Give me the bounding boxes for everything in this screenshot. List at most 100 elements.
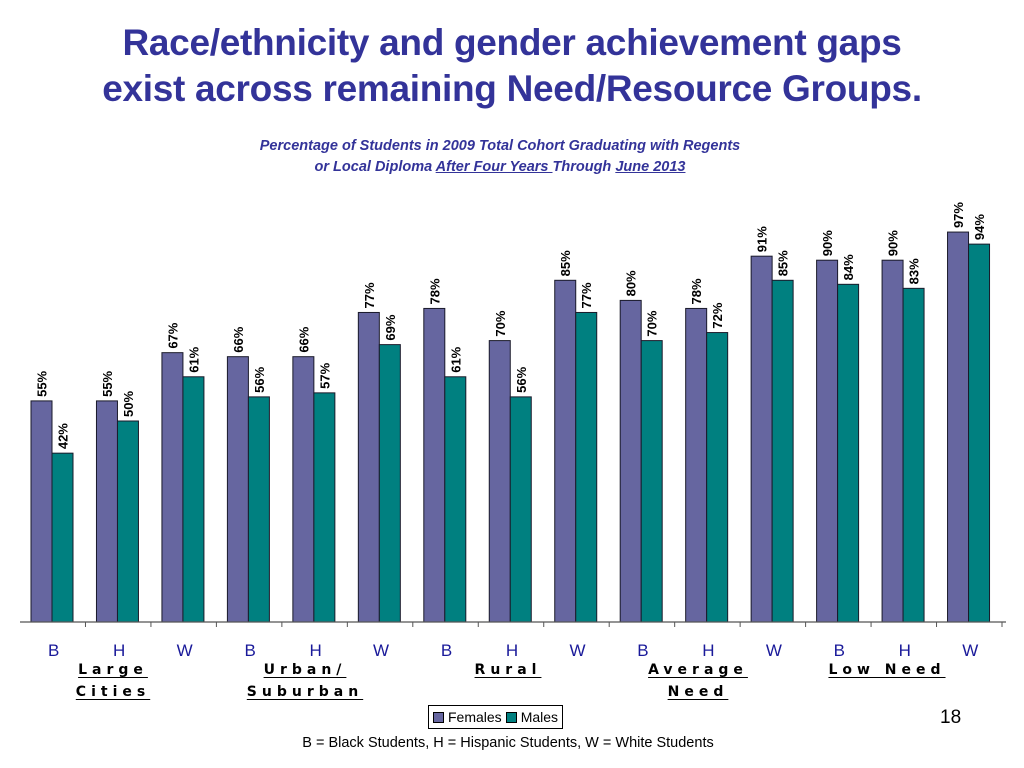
data-label-females: 70%	[493, 310, 508, 336]
group-label-line-1: Rural	[474, 662, 542, 678]
data-label-females: 90%	[886, 230, 901, 256]
group-label-line-1: Large	[78, 662, 148, 678]
subtitle-line-2: or Local Diploma After Four Years Throug…	[0, 157, 1000, 178]
data-label-males: 72%	[710, 302, 725, 328]
bar-females	[750, 255, 773, 623]
group-label-line-1: Average	[648, 662, 748, 678]
title-line-1: Race/ethnicity and gender achievement ga…	[122, 22, 902, 63]
bar-females	[357, 311, 380, 623]
data-label-males: 61%	[186, 346, 201, 372]
data-label-males: 83%	[907, 258, 922, 284]
data-label-males: 56%	[514, 366, 529, 392]
x-tick-label: H	[702, 641, 714, 660]
data-label-females: 67%	[165, 322, 180, 348]
x-tick-label: B	[637, 641, 648, 660]
bar-males	[51, 452, 74, 623]
x-tick-label: H	[113, 641, 125, 660]
footnote: B = Black Students, H = Hispanic Student…	[302, 735, 714, 751]
legend-label-females: Females	[448, 709, 502, 725]
bar-males	[771, 279, 794, 623]
data-label-females: 78%	[427, 278, 442, 304]
data-label-females: 78%	[689, 278, 704, 304]
data-label-males: 70%	[645, 310, 660, 336]
x-tick-label: B	[834, 641, 845, 660]
x-tick-label: B	[244, 641, 255, 660]
x-tick-label: B	[441, 641, 452, 660]
x-tick-label: W	[569, 641, 585, 660]
data-label-males: 77%	[579, 282, 594, 308]
data-label-males: 56%	[252, 366, 267, 392]
data-label-females: 80%	[624, 270, 639, 296]
bar-males	[509, 396, 532, 623]
bar-males	[313, 392, 336, 623]
bar-females	[423, 307, 446, 623]
bar-females	[226, 356, 249, 623]
data-label-males: 50%	[121, 391, 136, 417]
legend-swatch-females	[433, 711, 444, 723]
x-tick-label: W	[962, 641, 978, 660]
x-tick-label: H	[506, 641, 518, 660]
data-label-females: 66%	[296, 326, 311, 352]
group-label: Rural	[398, 659, 618, 681]
bar-females	[947, 231, 970, 623]
bar-males	[640, 340, 663, 623]
bar-males	[116, 420, 139, 623]
chart-legend: Females Males	[428, 705, 564, 729]
x-tick-label: W	[766, 641, 782, 660]
group-label-line-1: Urban/	[263, 662, 347, 678]
bar-females	[619, 299, 642, 623]
data-label-males: 84%	[841, 254, 856, 280]
bar-males	[378, 344, 401, 623]
data-label-males: 61%	[448, 346, 463, 372]
bar-females	[95, 400, 118, 623]
subtitle-text: Through	[552, 159, 616, 175]
data-label-females: 90%	[820, 230, 835, 256]
bar-females	[816, 259, 839, 623]
bar-males	[837, 283, 860, 623]
subtitle-underline-duration: After Four Years	[435, 159, 553, 175]
chart-subtitle: Percentage of Students in 2009 Total Coh…	[0, 136, 1000, 178]
group-label-line-1: Low Need	[828, 662, 946, 678]
x-tick-label: W	[177, 641, 193, 660]
group-label-line-2: Cities	[75, 684, 151, 700]
slide-title: Race/ethnicity and gender achievement ga…	[0, 20, 1024, 112]
bar-females	[161, 352, 184, 623]
bar-males	[247, 396, 270, 623]
group-label: Urban/Suburban	[195, 659, 415, 703]
x-tick-label: W	[373, 641, 389, 660]
data-label-males: 42%	[56, 423, 71, 449]
data-label-males: 94%	[972, 214, 987, 240]
data-label-females: 85%	[558, 250, 573, 276]
group-label-line-2: Need	[667, 684, 729, 700]
group-label: Average Need	[588, 659, 808, 703]
bar-females	[30, 400, 53, 623]
x-tick-label: B	[48, 641, 59, 660]
legend-label-males: Males	[520, 709, 559, 725]
bar-females	[685, 307, 708, 623]
data-label-females: 55%	[100, 370, 115, 396]
group-label: Large Cities	[3, 659, 223, 703]
subtitle-line-1: Percentage of Students in 2009 Total Coh…	[259, 138, 741, 154]
data-label-males: 57%	[317, 362, 332, 388]
bar-females	[554, 279, 577, 623]
group-label-line-2: Suburban	[246, 684, 364, 700]
data-label-females: 91%	[755, 226, 770, 252]
bar-females	[488, 340, 511, 623]
bar-males	[182, 376, 205, 623]
data-label-females: 55%	[35, 370, 50, 396]
subtitle-text: or Local Diploma	[314, 159, 436, 175]
bar-males	[575, 311, 598, 623]
bar-males	[902, 287, 925, 623]
page-number: 18	[940, 707, 962, 728]
data-label-females: 97%	[951, 202, 966, 228]
bar-males	[968, 243, 991, 623]
bar-males	[706, 332, 729, 623]
data-label-males: 69%	[383, 314, 398, 340]
bar-males	[444, 376, 467, 623]
x-tick-label: H	[899, 641, 911, 660]
data-label-females: 66%	[231, 326, 246, 352]
data-label-males: 85%	[776, 250, 791, 276]
legend-swatch-males	[505, 711, 517, 723]
data-label-females: 77%	[362, 282, 377, 308]
